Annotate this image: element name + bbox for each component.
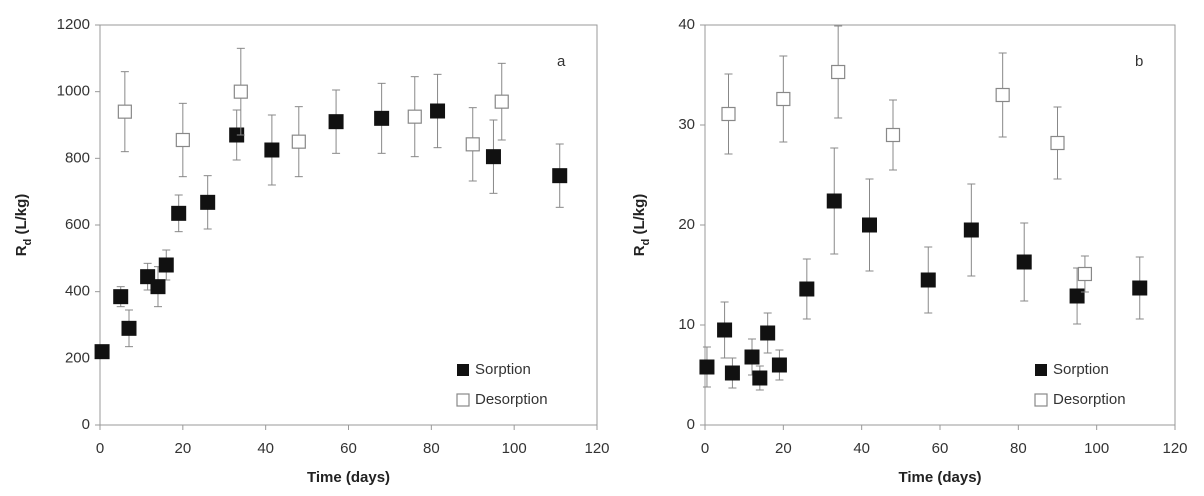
chart-panel: 0 200 400 600 800 1000 1200 0 20 40 60 80 100 120 Time… [13,16,610,486]
data-point [831,64,846,80]
legend-label: Desorption [1053,391,1126,408]
x-tick-label: 0 [701,440,709,457]
data-point [374,110,390,126]
y-tick-label: 40 [678,16,695,33]
data-point [717,322,733,338]
y-tick-label: 0 [687,416,695,433]
y-axis-title-part: R [13,245,30,256]
data-point [862,217,877,233]
data-point [121,320,137,336]
x-tick-label: 60 [932,440,949,457]
data-point [920,272,936,288]
data-point [1069,288,1085,304]
y-tick-label: 10 [678,316,695,333]
y-tick-label: 800 [65,149,90,166]
legend-label: Sorption [1053,361,1109,378]
data-point [200,194,216,210]
data-point [291,134,306,149]
x-tick-label: 80 [1010,440,1027,457]
y-tick-label: 20 [678,216,695,233]
data-point [826,193,842,209]
data-point [465,137,480,152]
x-tick-label: 60 [340,440,357,457]
chart-panel: 0 10 20 30 40 0 20 40 60 80 100 120 Time (days) Rd (L… [631,16,1188,486]
y-tick-label: 600 [65,216,90,233]
legend-swatch [1035,364,1047,376]
x-tick-label: 100 [1084,440,1109,457]
data-point [752,370,768,386]
data-point [328,114,344,130]
data-point [407,109,422,124]
legend-swatch [456,393,470,407]
data-point [995,87,1010,103]
x-tick-label: 20 [775,440,792,457]
data-point [264,142,280,158]
x-tick-label: 120 [1162,440,1187,457]
data-point [552,168,568,184]
data-point [113,289,129,305]
data-point [760,325,776,341]
data-point [494,94,509,109]
data-point [799,281,815,297]
data-point [885,127,901,143]
data-point [699,359,715,375]
x-tick-label: 100 [502,440,527,457]
data-point [1050,135,1065,151]
y-tick-label: 1000 [57,83,90,100]
x-tick-label: 80 [423,440,440,457]
y-axis-title-part: d [22,239,34,246]
data-point [771,357,787,373]
data-point [171,205,187,221]
x-tick-label: 20 [174,440,191,457]
y-axis-title: Rd (L/kg) [13,194,34,257]
data-point [724,365,740,381]
y-axis-title-part: (L/kg) [631,194,648,239]
x-axis-title: Time (days) [898,469,981,486]
y-tick-label: 30 [678,116,695,133]
data-point [150,279,166,295]
x-axis-title: Time (days) [307,469,390,486]
data-point [94,344,110,360]
data-point [721,106,736,122]
data-point [776,91,791,107]
legend-swatch [1034,393,1048,407]
y-axis-title-part: R [631,245,648,256]
y-tick-label: 400 [65,283,90,300]
data-point [963,222,979,238]
x-tick-label: 120 [584,440,609,457]
data-point [744,349,760,365]
y-axis-title: Rd (L/kg) [631,194,652,257]
data-point [1016,254,1032,270]
data-point [117,104,132,119]
y-axis-title-part: d [640,239,652,246]
y-axis-title-part: (L/kg) [13,194,30,239]
data-point [175,132,190,148]
legend-swatch [457,364,469,376]
data-point [430,103,446,119]
y-tick-label: 1200 [57,16,90,33]
panel-label: b [1135,53,1143,70]
y-tick-label: 0 [82,416,90,433]
data-point [158,257,174,273]
panel-label: a [557,53,566,70]
x-tick-label: 40 [257,440,274,457]
x-tick-label: 40 [853,440,870,457]
y-tick-label: 200 [65,349,90,366]
legend-label: Desorption [475,391,548,408]
data-point [485,149,501,165]
x-tick-label: 0 [96,440,104,457]
legend-label: Sorption [475,361,531,378]
data-point [233,84,248,99]
data-point [1077,266,1093,282]
data-point [1132,280,1148,296]
